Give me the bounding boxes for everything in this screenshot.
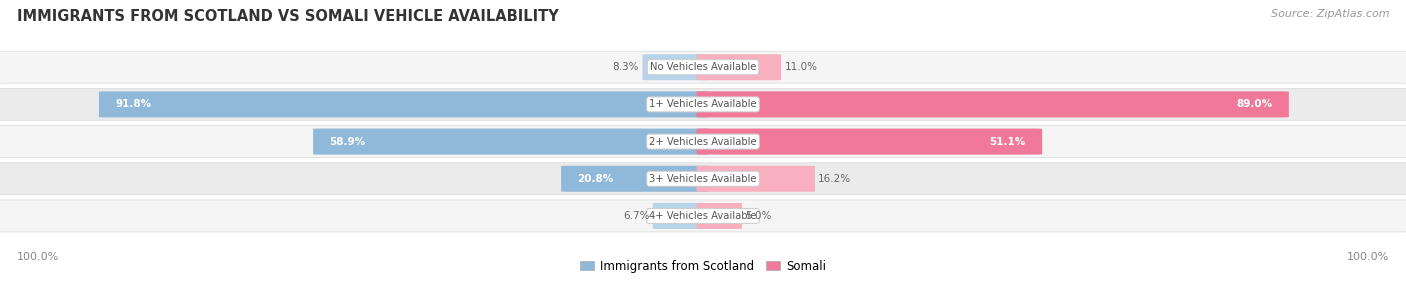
Text: 89.0%: 89.0% [1236, 100, 1272, 109]
Text: 4+ Vehicles Available: 4+ Vehicles Available [650, 211, 756, 221]
FancyBboxPatch shape [0, 163, 1406, 195]
FancyBboxPatch shape [652, 203, 710, 229]
FancyBboxPatch shape [0, 88, 1406, 120]
Text: 3+ Vehicles Available: 3+ Vehicles Available [650, 174, 756, 184]
FancyBboxPatch shape [0, 200, 1406, 232]
FancyBboxPatch shape [0, 51, 1406, 83]
Text: 58.9%: 58.9% [329, 137, 366, 146]
Text: IMMIGRANTS FROM SCOTLAND VS SOMALI VEHICLE AVAILABILITY: IMMIGRANTS FROM SCOTLAND VS SOMALI VEHIC… [17, 9, 558, 23]
Text: 1+ Vehicles Available: 1+ Vehicles Available [650, 100, 756, 109]
Text: 16.2%: 16.2% [818, 174, 852, 184]
Text: 51.1%: 51.1% [990, 137, 1026, 146]
FancyBboxPatch shape [0, 126, 1406, 158]
FancyBboxPatch shape [696, 129, 1042, 154]
Text: 91.8%: 91.8% [115, 100, 152, 109]
Text: 20.8%: 20.8% [578, 174, 613, 184]
FancyBboxPatch shape [696, 166, 815, 192]
FancyBboxPatch shape [696, 91, 1289, 117]
FancyBboxPatch shape [696, 203, 742, 229]
Text: 2+ Vehicles Available: 2+ Vehicles Available [650, 137, 756, 146]
Text: 11.0%: 11.0% [785, 62, 817, 72]
FancyBboxPatch shape [314, 129, 710, 154]
Text: 8.3%: 8.3% [613, 62, 640, 72]
Text: 100.0%: 100.0% [1347, 253, 1389, 262]
FancyBboxPatch shape [98, 91, 710, 117]
FancyBboxPatch shape [696, 54, 782, 80]
Text: No Vehicles Available: No Vehicles Available [650, 62, 756, 72]
Text: 100.0%: 100.0% [17, 253, 59, 262]
Text: Source: ZipAtlas.com: Source: ZipAtlas.com [1271, 9, 1389, 19]
FancyBboxPatch shape [561, 166, 710, 192]
Legend: Immigrants from Scotland, Somali: Immigrants from Scotland, Somali [575, 255, 831, 277]
FancyBboxPatch shape [643, 54, 710, 80]
Text: 6.7%: 6.7% [623, 211, 650, 221]
Text: 5.0%: 5.0% [745, 211, 772, 221]
